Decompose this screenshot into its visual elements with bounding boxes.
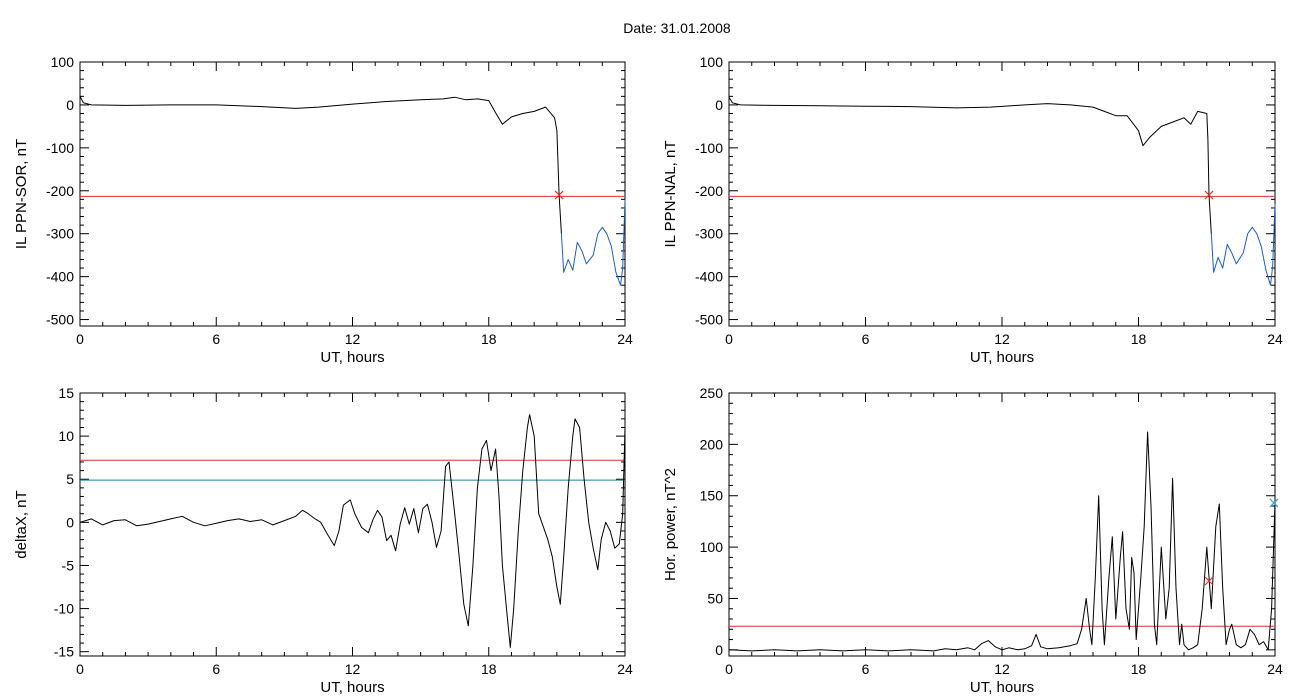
panel-deltax: 0 6 12 18 24 15 10 5 0 -5 -10 -15 UT, hours deltaX, n… bbox=[13, 385, 633, 696]
y-tick-label: 200 bbox=[700, 436, 724, 452]
y-tick-label: -300 bbox=[695, 226, 723, 242]
y-tick-label: 15 bbox=[58, 385, 74, 401]
marker-stroke bbox=[554, 190, 564, 200]
y-tick-label: 0 bbox=[715, 97, 723, 113]
x-tick-label: 24 bbox=[1267, 331, 1283, 347]
x-axis-label: UT, hours bbox=[320, 349, 384, 366]
y-tick-label: 0 bbox=[715, 642, 723, 658]
y-axis-label: deltaX, nT bbox=[13, 490, 30, 558]
series-line bbox=[560, 199, 626, 286]
x-tick-label: 18 bbox=[481, 331, 497, 347]
y-tick-label: -10 bbox=[54, 601, 74, 617]
x-tick-label: 0 bbox=[76, 661, 84, 677]
marker-stroke bbox=[1204, 576, 1214, 586]
series-line bbox=[1210, 203, 1276, 286]
x-tick-label: 12 bbox=[345, 331, 361, 347]
x-tick-label: 24 bbox=[617, 661, 633, 677]
y-tick-label: -300 bbox=[46, 226, 74, 242]
x-tick-label: 6 bbox=[862, 661, 870, 677]
x-tick-label: 12 bbox=[994, 331, 1010, 347]
y-axis-label: Hor. power, nT^2 bbox=[662, 468, 679, 581]
y-tick-label: 100 bbox=[700, 539, 724, 555]
y-tick-label: 50 bbox=[707, 590, 723, 606]
y-tick-label: 0 bbox=[66, 514, 74, 530]
plot-frame bbox=[728, 392, 1276, 657]
y-tick-label: -500 bbox=[46, 312, 74, 328]
series-line bbox=[728, 431, 1276, 652]
panel-horizontal-power: 0 6 12 18 24 250 200 150 100 50 0 UT, hours Hor. pow… bbox=[662, 385, 1283, 696]
y-tick-label: -200 bbox=[46, 183, 74, 199]
plot-frame bbox=[79, 61, 626, 327]
y-tick-label: -200 bbox=[695, 183, 723, 199]
x-tick-label: 12 bbox=[345, 661, 361, 677]
y-tick-label: -100 bbox=[46, 140, 74, 156]
y-tick-label: 0 bbox=[66, 97, 74, 113]
x-tick-label: 0 bbox=[725, 661, 733, 677]
series-line bbox=[728, 96, 1212, 234]
panel-il-ppn-nal: 0 6 12 18 24 100 0 -100 -200 -300 -400 -500 UT, hour… bbox=[662, 54, 1283, 366]
y-tick-label: 250 bbox=[700, 385, 724, 401]
series-line bbox=[79, 96, 562, 234]
y-tick-label: 10 bbox=[58, 428, 74, 444]
y-tick-label: -400 bbox=[46, 269, 74, 285]
x-tick-label: 18 bbox=[481, 661, 497, 677]
y-axis-label: IL PPN-NAL, nT bbox=[662, 141, 679, 248]
y-axis-label: IL PPN-SOR, nT bbox=[13, 139, 30, 249]
y-tick-label: -400 bbox=[695, 269, 723, 285]
x-tick-label: 6 bbox=[212, 331, 220, 347]
y-tick-label: 100 bbox=[700, 54, 724, 70]
plot-frame bbox=[728, 61, 1276, 327]
x-tick-label: 6 bbox=[212, 661, 220, 677]
series-line bbox=[79, 414, 626, 648]
y-tick-label: -5 bbox=[62, 557, 75, 573]
x-tick-label: 24 bbox=[1267, 661, 1283, 677]
event-marker bbox=[1204, 190, 1214, 200]
x-tick-label: 0 bbox=[725, 331, 733, 347]
event-marker bbox=[1269, 498, 1279, 508]
panel-il-ppn-sor: 0 6 12 18 24 100 0 -100 -200 -300 -400 -500 UT, hour… bbox=[13, 54, 633, 366]
plot-frame bbox=[79, 392, 626, 657]
marker-stroke bbox=[1204, 190, 1214, 200]
event-marker bbox=[1204, 576, 1214, 586]
x-tick-label: 6 bbox=[862, 331, 870, 347]
y-tick-label: -500 bbox=[695, 312, 723, 328]
x-tick-label: 18 bbox=[1131, 661, 1147, 677]
y-tick-label: 150 bbox=[700, 488, 724, 504]
x-tick-label: 18 bbox=[1131, 331, 1147, 347]
y-tick-label: -100 bbox=[695, 140, 723, 156]
x-axis-label: UT, hours bbox=[320, 679, 384, 696]
x-tick-label: 24 bbox=[617, 331, 633, 347]
x-tick-label: 0 bbox=[76, 331, 84, 347]
x-tick-label: 12 bbox=[994, 661, 1010, 677]
x-axis-label: UT, hours bbox=[970, 679, 1034, 696]
date-title: Date: 31.01.2008 bbox=[623, 20, 731, 36]
event-marker bbox=[554, 190, 564, 200]
marker-stroke bbox=[1269, 498, 1279, 508]
x-axis-label: UT, hours bbox=[970, 349, 1034, 366]
y-tick-label: 100 bbox=[51, 54, 75, 70]
y-tick-label: -15 bbox=[54, 644, 74, 660]
y-tick-label: 5 bbox=[66, 471, 74, 487]
